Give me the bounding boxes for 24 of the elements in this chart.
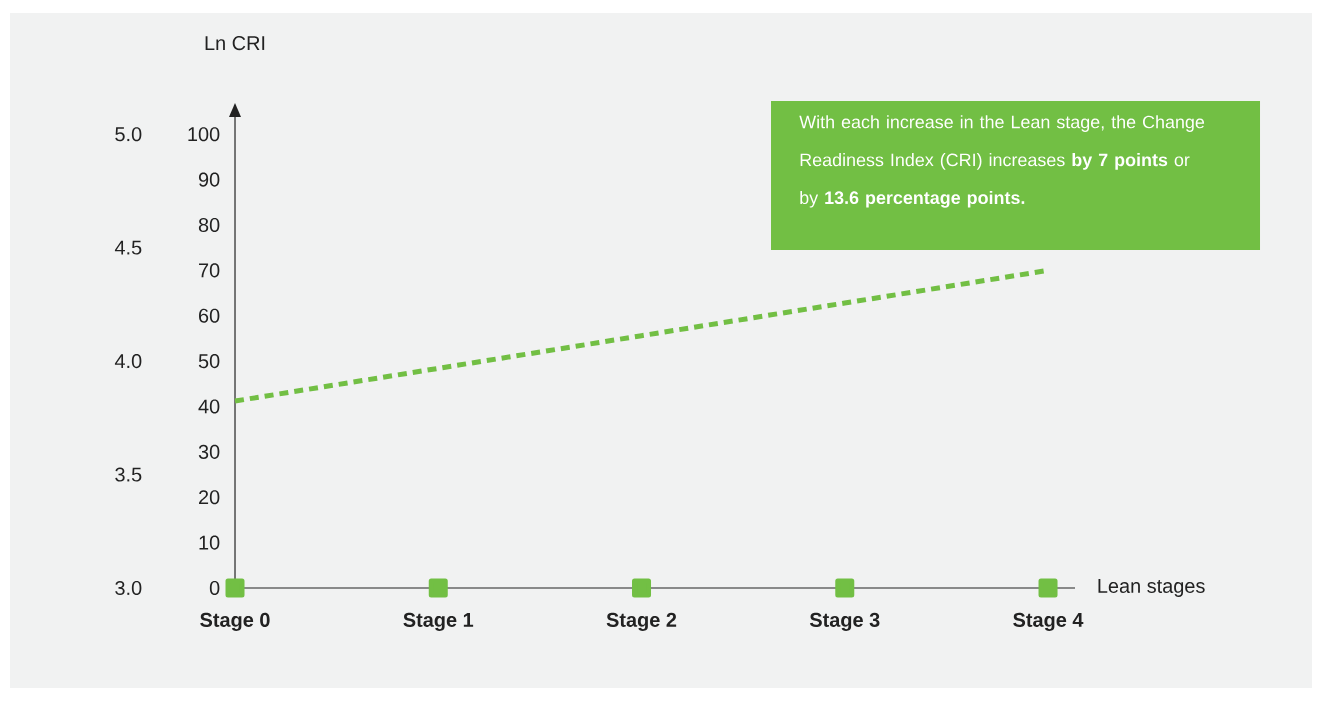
y2-tick-label: 3.5	[115, 467, 142, 482]
x-tick-label: Stage 1	[403, 612, 474, 631]
y-tick-label: 40	[198, 399, 220, 414]
x-tick-label: Stage 0	[200, 612, 270, 631]
x-axis-title: Lean stages	[1098, 579, 1205, 597]
y-tick-label: 90	[198, 172, 220, 187]
y-tick-label: 100	[188, 127, 220, 142]
y-tick-label: 20	[199, 490, 220, 505]
y-tick-label: 50	[198, 354, 220, 369]
text: With each increase in the Lean stage, the Change Readiness Index (CRI) increases by 7 points or by 13.6 percentage points.	[799, 115, 1205, 208]
y-tick-label: 10	[199, 535, 220, 550]
y2-tick-label: 4.5	[114, 240, 142, 255]
x-tick-label: Stage 3	[809, 612, 880, 631]
x-tick-label: Stage 4	[1013, 612, 1084, 631]
y2-tick-label: 4.0	[114, 354, 142, 369]
y-tick-label: 0	[209, 580, 220, 596]
y-tick-label: 60	[199, 308, 220, 323]
y2-tick-label: 3.0	[115, 580, 142, 596]
y-tick-label: 30	[198, 444, 220, 459]
y-tick-label: 80	[198, 217, 220, 233]
x-tick-label: Stage 2	[606, 612, 677, 631]
y-tick-label: 70	[199, 263, 220, 278]
y2-tick-label: 5.0	[115, 127, 142, 142]
y-axis-title: Ln CRI	[205, 36, 265, 51]
